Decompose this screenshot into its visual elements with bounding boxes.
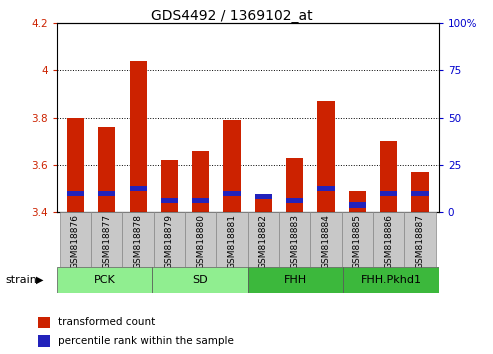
Bar — [349, 202, 366, 208]
Bar — [98, 127, 115, 212]
Bar — [223, 190, 241, 196]
Bar — [161, 160, 178, 212]
Bar — [411, 172, 428, 212]
Text: GSM818879: GSM818879 — [165, 214, 174, 269]
FancyBboxPatch shape — [60, 212, 91, 267]
Text: GSM818885: GSM818885 — [353, 214, 362, 269]
Bar — [192, 198, 210, 203]
Text: transformed count: transformed count — [58, 318, 155, 327]
Bar — [38, 317, 50, 328]
Bar — [67, 118, 84, 212]
Bar — [286, 198, 303, 203]
FancyBboxPatch shape — [404, 212, 436, 267]
Bar — [255, 198, 272, 212]
FancyBboxPatch shape — [311, 212, 342, 267]
FancyBboxPatch shape — [122, 212, 154, 267]
Text: GDS4492 / 1369102_at: GDS4492 / 1369102_at — [151, 9, 313, 23]
FancyBboxPatch shape — [152, 267, 247, 293]
Text: GSM818884: GSM818884 — [321, 214, 330, 269]
FancyBboxPatch shape — [248, 212, 279, 267]
FancyBboxPatch shape — [247, 267, 343, 293]
Bar — [317, 186, 335, 191]
Text: strain: strain — [5, 275, 37, 285]
FancyBboxPatch shape — [373, 212, 404, 267]
Bar — [161, 198, 178, 203]
Bar — [223, 120, 241, 212]
FancyBboxPatch shape — [91, 212, 122, 267]
Text: GSM818883: GSM818883 — [290, 214, 299, 269]
Bar — [38, 335, 50, 347]
FancyBboxPatch shape — [216, 212, 248, 267]
FancyBboxPatch shape — [57, 267, 152, 293]
FancyBboxPatch shape — [154, 212, 185, 267]
FancyBboxPatch shape — [342, 212, 373, 267]
Text: GSM818876: GSM818876 — [71, 214, 80, 269]
Text: GSM818882: GSM818882 — [259, 214, 268, 269]
FancyBboxPatch shape — [185, 212, 216, 267]
Bar — [286, 158, 303, 212]
Text: percentile rank within the sample: percentile rank within the sample — [58, 336, 234, 346]
Bar — [255, 194, 272, 199]
Text: PCK: PCK — [94, 275, 115, 285]
Text: FHH: FHH — [284, 275, 307, 285]
Text: SD: SD — [192, 275, 208, 285]
Bar — [130, 61, 147, 212]
Text: GSM818878: GSM818878 — [134, 214, 142, 269]
Text: GSM818877: GSM818877 — [103, 214, 111, 269]
FancyBboxPatch shape — [343, 267, 439, 293]
Bar — [192, 151, 210, 212]
Bar — [380, 190, 397, 196]
Bar — [67, 190, 84, 196]
Text: GSM818881: GSM818881 — [228, 214, 237, 269]
Bar — [349, 191, 366, 212]
Bar — [380, 141, 397, 212]
Text: FHH.Pkhd1: FHH.Pkhd1 — [360, 275, 422, 285]
Bar — [98, 190, 115, 196]
Bar — [130, 186, 147, 191]
Text: GSM818887: GSM818887 — [416, 214, 424, 269]
Bar — [317, 101, 335, 212]
Text: GSM818880: GSM818880 — [196, 214, 205, 269]
Bar — [411, 190, 428, 196]
FancyBboxPatch shape — [279, 212, 311, 267]
Text: GSM818886: GSM818886 — [384, 214, 393, 269]
Text: ▶: ▶ — [35, 275, 43, 285]
